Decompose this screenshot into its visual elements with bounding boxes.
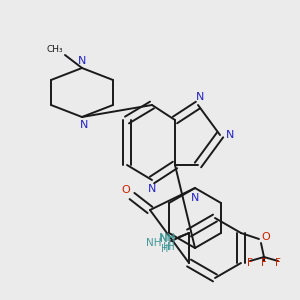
Text: N: N <box>148 184 156 194</box>
Text: N: N <box>191 193 199 203</box>
Text: N: N <box>196 92 204 102</box>
Text: N: N <box>226 130 234 140</box>
Text: N: N <box>78 56 86 66</box>
Text: F: F <box>275 258 281 268</box>
Text: N: N <box>80 120 88 130</box>
Text: H: H <box>161 244 169 254</box>
Text: NH: NH <box>160 234 175 244</box>
Text: O: O <box>262 232 270 242</box>
Text: NH: NH <box>159 233 176 243</box>
Text: H: H <box>167 242 175 252</box>
Text: F: F <box>261 258 267 268</box>
Text: CH₃: CH₃ <box>47 44 63 53</box>
Text: F: F <box>247 258 253 268</box>
Text: O: O <box>122 185 130 195</box>
Text: NH: NH <box>146 238 161 248</box>
Text: H: H <box>163 242 171 252</box>
